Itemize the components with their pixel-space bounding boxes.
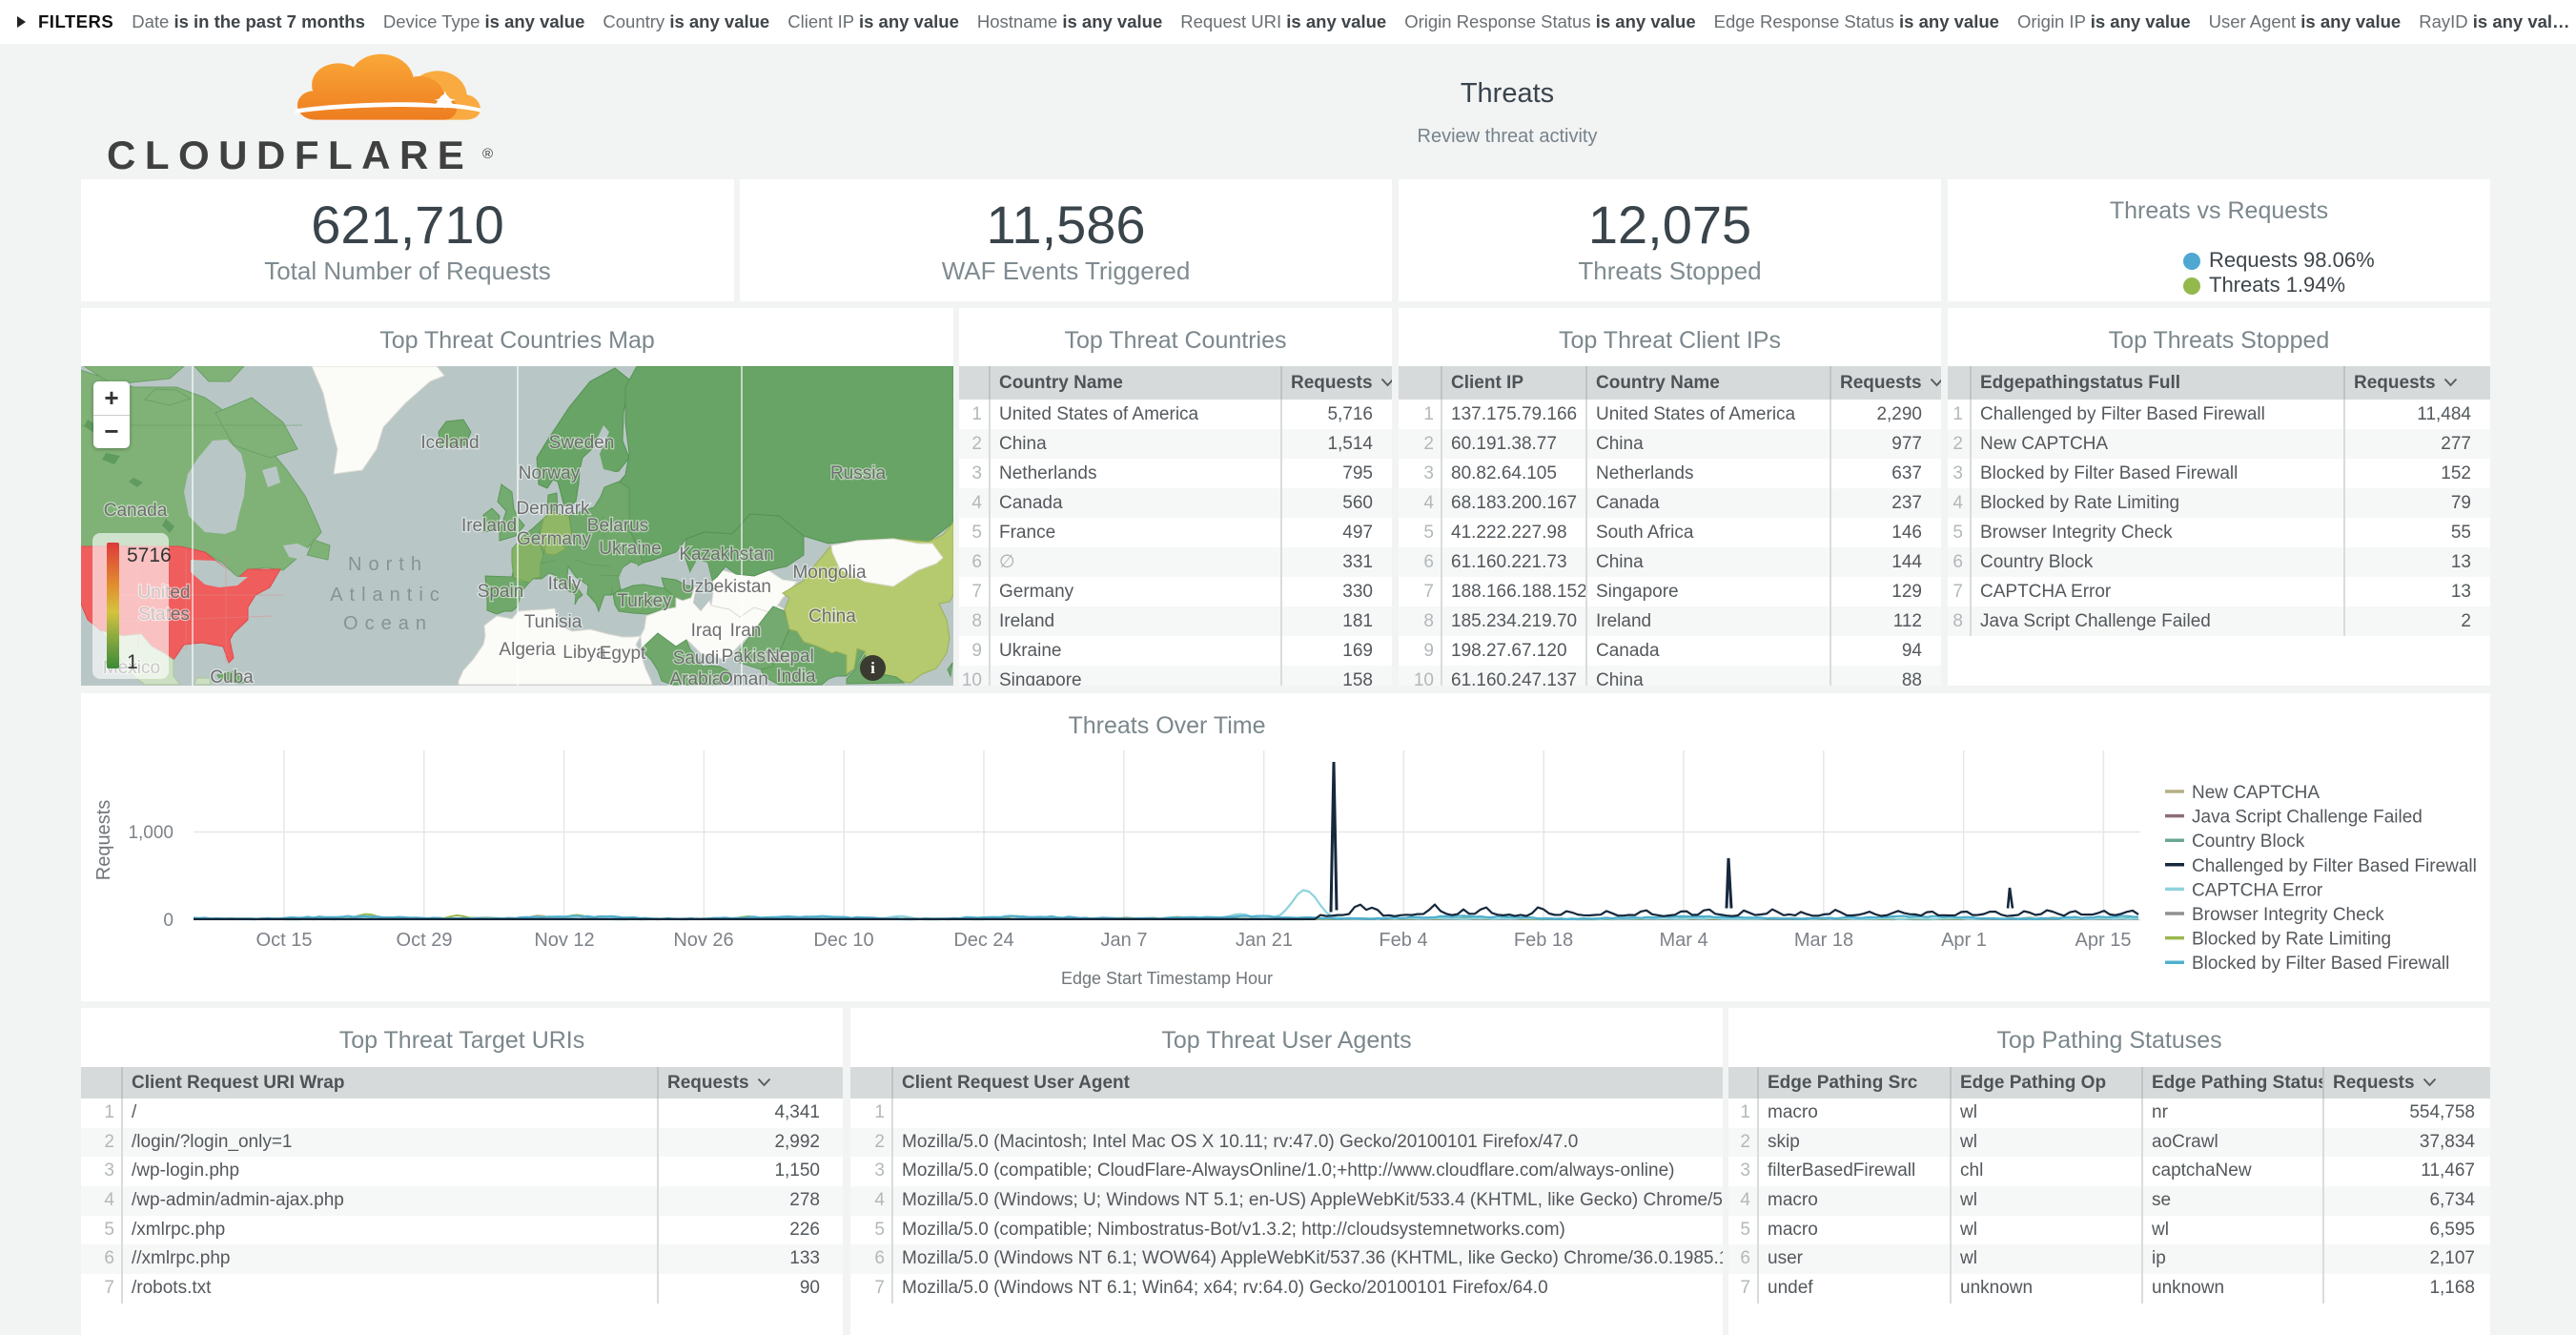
svg-text:Jan 7: Jan 7 <box>1101 930 1148 951</box>
svg-text:Tunisia: Tunisia <box>524 612 583 632</box>
svg-text:Java Script Challenge Failed: Java Script Challenge Failed <box>2192 808 2423 828</box>
svg-text:Germany: Germany <box>517 529 592 549</box>
svg-text:Ocean: Ocean <box>343 613 433 634</box>
svg-text:Nepal: Nepal <box>767 647 814 667</box>
svg-text:India: India <box>776 667 816 686</box>
svg-text:®: ® <box>482 146 493 162</box>
svg-text:North: North <box>348 554 428 575</box>
svg-text:Dec 10: Dec 10 <box>813 930 873 951</box>
svg-text:Italy: Italy <box>548 574 582 594</box>
svg-text:Sweden: Sweden <box>549 433 615 453</box>
svg-text:Pakistan: Pakistan <box>722 647 791 667</box>
svg-text:Libya: Libya <box>562 643 606 663</box>
svg-text:0: 0 <box>163 911 174 931</box>
svg-text:Kazakhstan: Kazakhstan <box>679 544 773 565</box>
svg-text:Egypt: Egypt <box>600 644 646 664</box>
svg-text:Edge Start Timestamp Hour: Edge Start Timestamp Hour <box>1061 969 1273 988</box>
svg-text:Canada: Canada <box>104 501 168 521</box>
svg-text:Arabia: Arabia <box>670 669 723 686</box>
svg-text:Country Block: Country Block <box>2192 832 2305 852</box>
svg-text:1,000: 1,000 <box>128 823 174 843</box>
svg-text:Belarus: Belarus <box>587 516 648 536</box>
svg-text:CLOUDFLARE: CLOUDFLARE <box>107 133 473 177</box>
svg-text:China: China <box>808 606 856 626</box>
svg-text:Blocked by Rate Limiting: Blocked by Rate Limiting <box>2192 930 2391 950</box>
svg-text:Nov 12: Nov 12 <box>534 930 594 951</box>
svg-text:Browser Integrity Check: Browser Integrity Check <box>2192 905 2384 925</box>
svg-text:Oct 15: Oct 15 <box>256 930 313 951</box>
svg-text:Feb 4: Feb 4 <box>1379 930 1427 951</box>
svg-text:Blocked by Filter Based Firewa: Blocked by Filter Based Firewall <box>2192 954 2449 974</box>
svg-text:Challenged by Filter Based Fir: Challenged by Filter Based Firewall <box>2192 856 2477 876</box>
svg-text:Iran: Iran <box>730 621 762 641</box>
svg-text:Iraq: Iraq <box>691 621 723 641</box>
svg-text:Oman: Oman <box>719 669 768 686</box>
svg-text:Mar 18: Mar 18 <box>1794 930 1853 951</box>
svg-text:Ireland: Ireland <box>461 516 517 536</box>
svg-text:Nov 26: Nov 26 <box>673 930 733 951</box>
svg-text:Saudi: Saudi <box>673 648 720 668</box>
svg-text:Russia: Russia <box>830 463 887 483</box>
svg-text:CAPTCHA Error: CAPTCHA Error <box>2192 880 2323 900</box>
svg-text:Mongolia: Mongolia <box>792 563 867 583</box>
svg-text:Algeria: Algeria <box>499 640 556 660</box>
svg-text:Iceland: Iceland <box>420 433 479 453</box>
svg-text:Apr 15: Apr 15 <box>2075 930 2132 951</box>
svg-text:Apr 1: Apr 1 <box>1941 930 1987 951</box>
svg-text:Jan 21: Jan 21 <box>1236 930 1293 951</box>
svg-text:Cuba: Cuba <box>210 668 254 686</box>
svg-text:Atlantic: Atlantic <box>330 585 446 606</box>
svg-text:Uzbekistan: Uzbekistan <box>682 577 771 597</box>
svg-text:Norway: Norway <box>519 463 581 483</box>
svg-text:Spain: Spain <box>478 582 524 602</box>
svg-text:Denmark: Denmark <box>516 499 590 519</box>
svg-text:Oct 29: Oct 29 <box>397 930 453 951</box>
svg-text:Feb 18: Feb 18 <box>1514 930 1573 951</box>
svg-text:New CAPTCHA: New CAPTCHA <box>2192 783 2320 803</box>
svg-text:Ukraine: Ukraine <box>599 539 661 559</box>
svg-text:Threats Over Time: Threats Over Time <box>1069 712 1266 739</box>
svg-text:Mar 4: Mar 4 <box>1659 930 1707 951</box>
svg-text:Turkey: Turkey <box>617 591 672 611</box>
svg-text:Requests: Requests <box>93 800 114 881</box>
svg-text:Dec 24: Dec 24 <box>953 930 1013 951</box>
